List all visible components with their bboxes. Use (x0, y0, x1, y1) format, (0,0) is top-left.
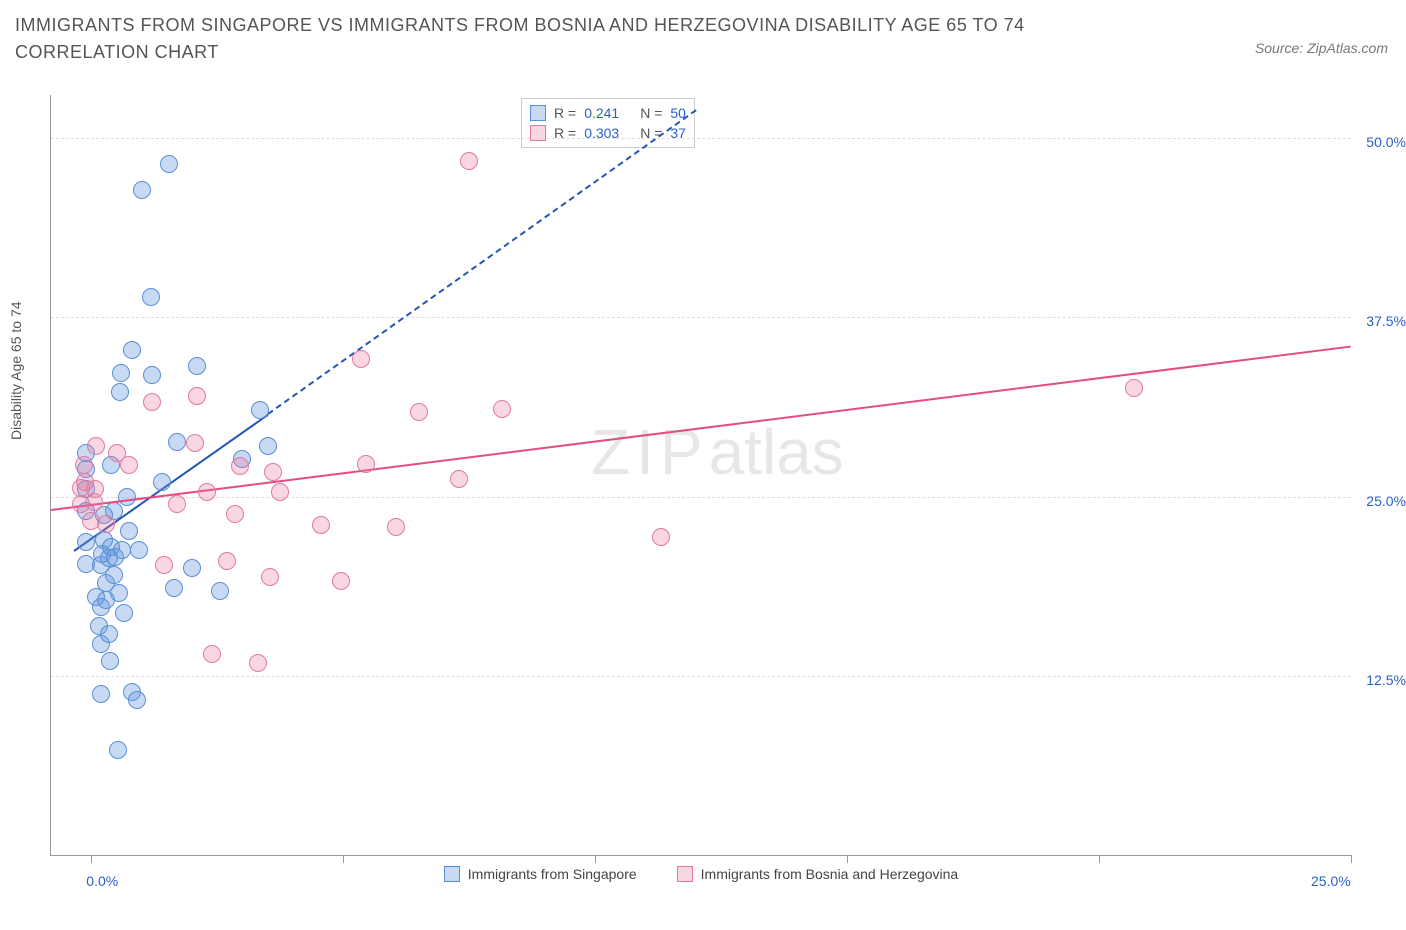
gridline (51, 676, 1351, 677)
watermark-zip: ZIP (591, 416, 709, 488)
data-point (155, 556, 173, 574)
data-point (183, 559, 201, 577)
gridline (51, 317, 1351, 318)
data-point (112, 364, 130, 382)
data-point (203, 645, 221, 663)
data-point (450, 470, 468, 488)
legend-item: Immigrants from Bosnia and Herzegovina (677, 866, 959, 882)
data-point (86, 480, 104, 498)
data-point (186, 434, 204, 452)
n-label: N = (640, 105, 662, 121)
data-point (211, 582, 229, 600)
correlation-legend: R =0.241N =50R =0.303N =37 (521, 98, 695, 148)
source-attribution: Source: ZipAtlas.com (1255, 40, 1388, 56)
y-tick-label: 37.5% (1366, 313, 1406, 329)
data-point (226, 505, 244, 523)
data-point (1125, 379, 1143, 397)
data-point (652, 528, 670, 546)
data-point (231, 457, 249, 475)
legend-swatch (444, 866, 460, 882)
trend-line (267, 110, 696, 416)
source-prefix: Source: (1255, 40, 1307, 56)
data-point (264, 463, 282, 481)
data-point (97, 515, 115, 533)
data-point (352, 350, 370, 368)
data-point (188, 387, 206, 405)
data-point (160, 155, 178, 173)
x-tick-mark (595, 855, 596, 863)
legend-row: R =0.241N =50 (530, 103, 686, 123)
data-point (188, 357, 206, 375)
legend-swatch (677, 866, 693, 882)
data-point (110, 584, 128, 602)
data-point (109, 741, 127, 759)
x-tick-mark (847, 855, 848, 863)
data-point (128, 691, 146, 709)
data-point (111, 383, 129, 401)
data-point (130, 541, 148, 559)
watermark-atlas: atlas (709, 416, 844, 488)
data-point (410, 403, 428, 421)
data-point (123, 341, 141, 359)
data-point (168, 495, 186, 513)
gridline (51, 497, 1351, 498)
data-point (113, 541, 131, 559)
data-point (165, 579, 183, 597)
legend-item: Immigrants from Singapore (444, 866, 637, 882)
data-point (357, 455, 375, 473)
data-point (120, 456, 138, 474)
y-tick-label: 25.0% (1366, 493, 1406, 509)
data-point (75, 456, 93, 474)
scatter-plot: ZIPatlas R =0.241N =50R =0.303N =37 Immi… (50, 95, 1351, 856)
x-tick-mark (343, 855, 344, 863)
data-point (143, 366, 161, 384)
data-point (105, 566, 123, 584)
source-name: ZipAtlas.com (1307, 40, 1388, 56)
legend-swatch (530, 105, 546, 121)
y-tick-label: 50.0% (1366, 134, 1406, 150)
data-point (143, 393, 161, 411)
data-point (115, 604, 133, 622)
data-point (261, 568, 279, 586)
data-point (77, 533, 95, 551)
gridline (51, 138, 1351, 139)
series-legend: Immigrants from Singapore Immigrants from… (51, 866, 1351, 885)
chart-title: IMMIGRANTS FROM SINGAPORE VS IMMIGRANTS … (15, 12, 1115, 66)
x-tick-mark (91, 855, 92, 863)
data-point (100, 625, 118, 643)
data-point (251, 401, 269, 419)
data-point (101, 652, 119, 670)
data-point (87, 437, 105, 455)
y-axis-label: Disability Age 65 to 74 (8, 301, 24, 440)
data-point (120, 522, 138, 540)
y-tick-label: 12.5% (1366, 672, 1406, 688)
data-point (118, 488, 136, 506)
data-point (259, 437, 277, 455)
r-value: 0.241 (584, 105, 632, 121)
data-point (218, 552, 236, 570)
data-point (271, 483, 289, 501)
data-point (92, 685, 110, 703)
data-point (142, 288, 160, 306)
data-point (153, 473, 171, 491)
x-tick-mark (1099, 855, 1100, 863)
data-point (249, 654, 267, 672)
legend-label: Immigrants from Singapore (468, 866, 637, 882)
data-point (168, 433, 186, 451)
data-point (332, 572, 350, 590)
x-tick-mark (1351, 855, 1352, 863)
r-label: R = (554, 105, 576, 121)
x-tick-label: 0.0% (86, 873, 118, 889)
data-point (312, 516, 330, 534)
data-point (198, 483, 216, 501)
data-point (387, 518, 405, 536)
data-point (133, 181, 151, 199)
data-point (493, 400, 511, 418)
data-point (460, 152, 478, 170)
legend-label: Immigrants from Bosnia and Herzegovina (701, 866, 959, 882)
x-tick-label: 25.0% (1311, 873, 1351, 889)
